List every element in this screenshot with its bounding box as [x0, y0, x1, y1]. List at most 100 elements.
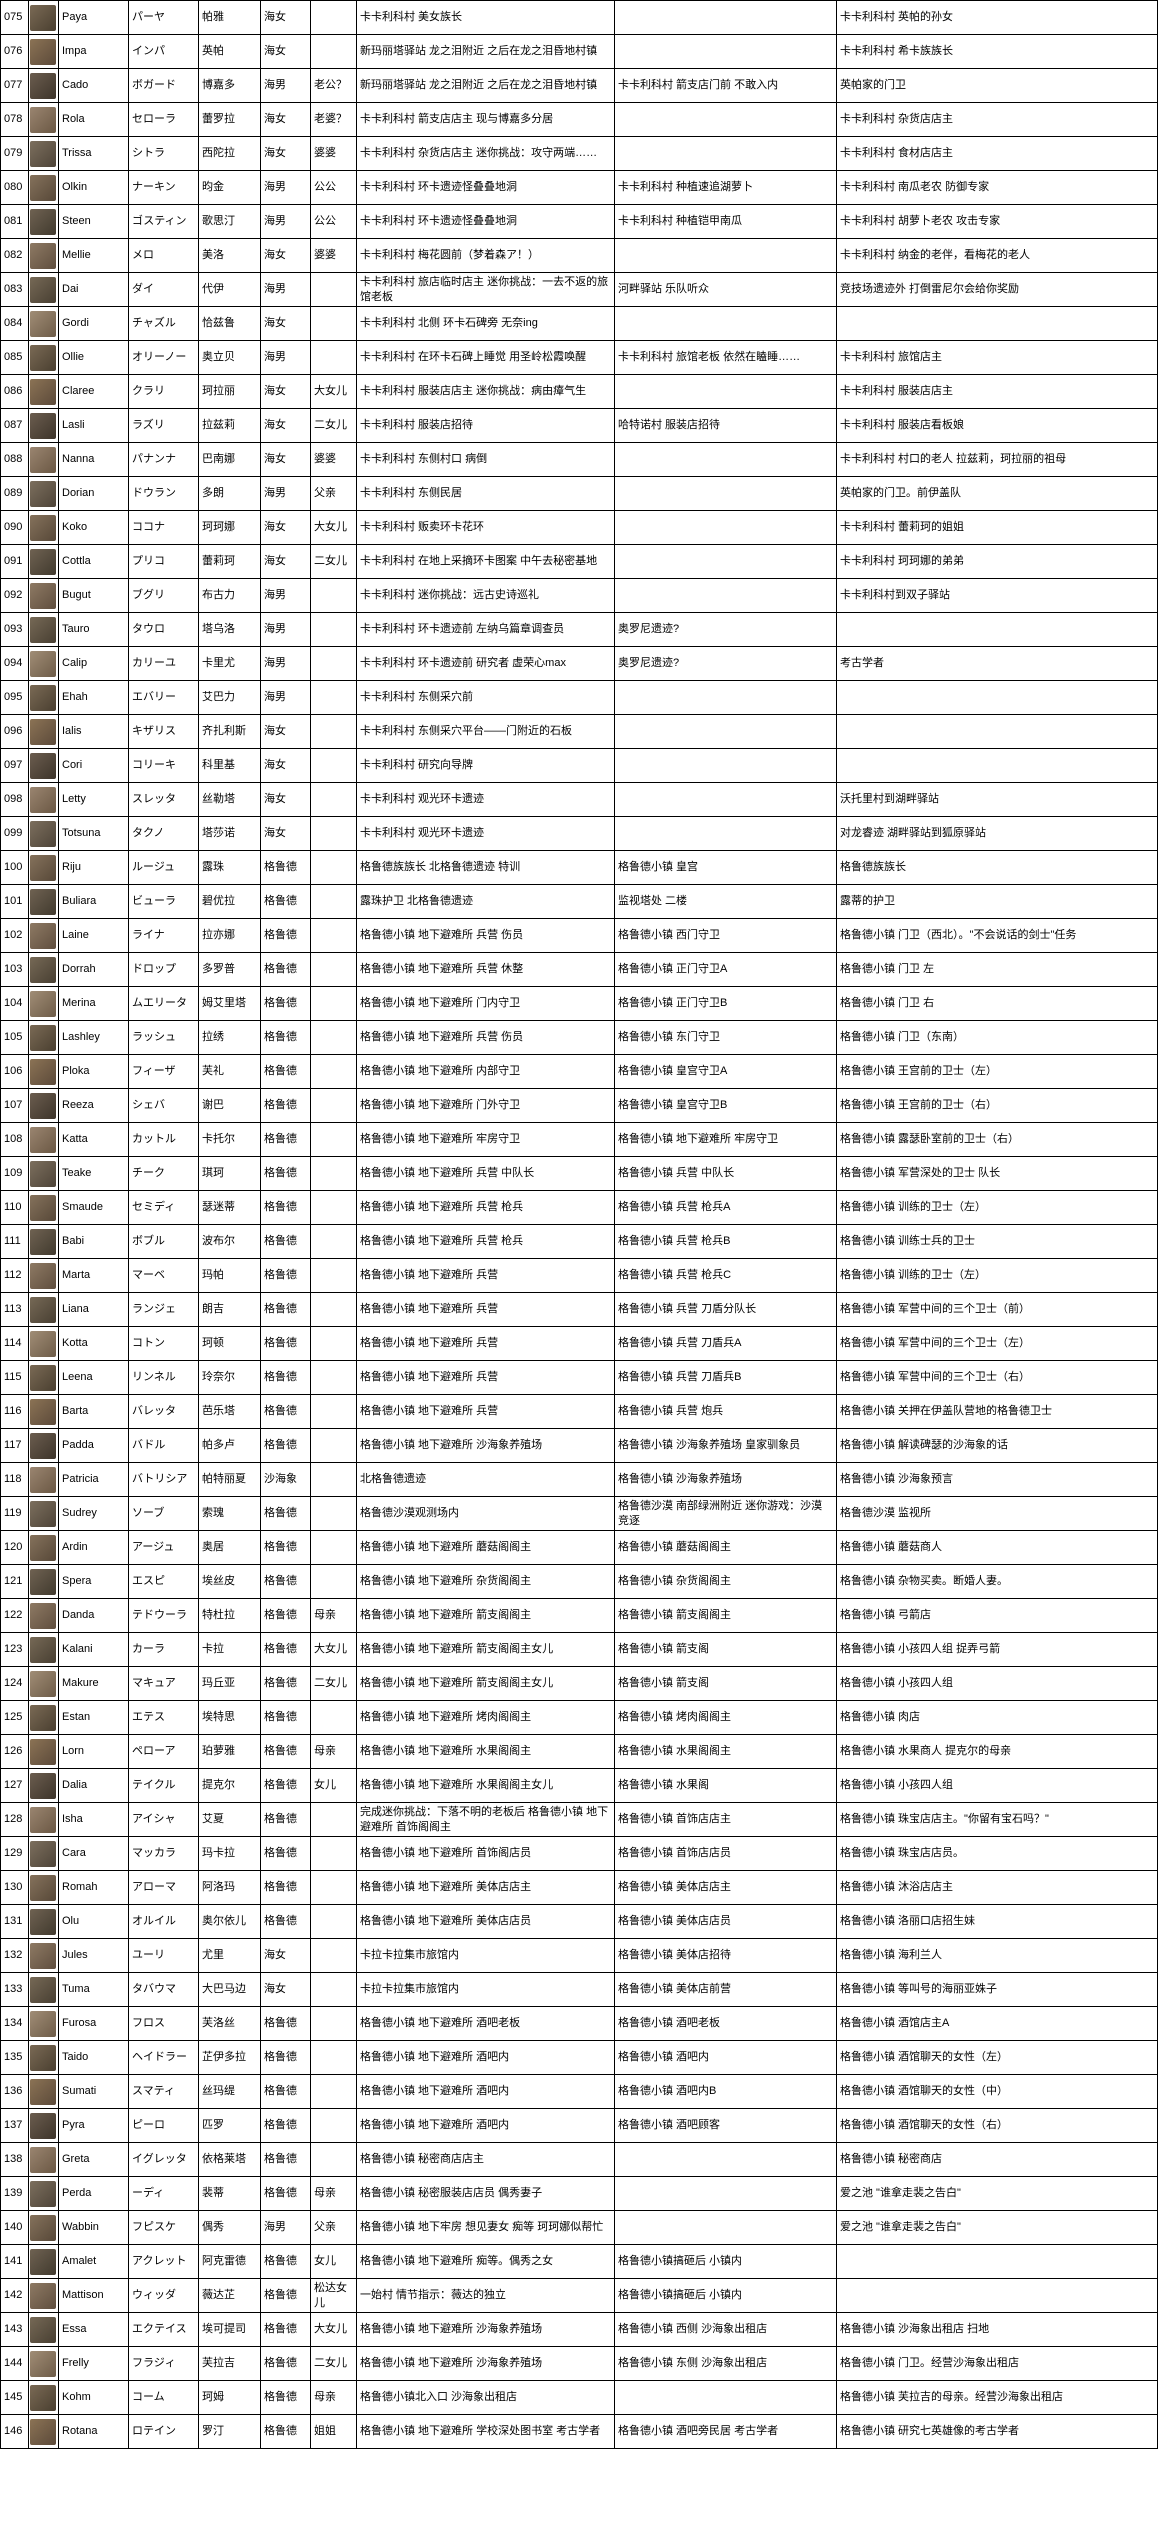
notes — [837, 681, 1158, 715]
notes — [837, 749, 1158, 783]
notes: 格鲁德小镇 王宫前的卫士（左） — [837, 1055, 1158, 1089]
table-row: 122 Danda テドウーラ 特杜拉 格鲁德 母亲 格鲁德小镇 地下避难所 箭… — [1, 1599, 1158, 1633]
avatar-icon — [30, 175, 56, 201]
avatar-icon — [30, 379, 56, 405]
avatar-cell — [29, 2245, 59, 2279]
name-chinese: 丝玛缇 — [199, 2075, 261, 2109]
table-row: 144 Frelly フラジィ 芙拉吉 格鲁德 二女儿 格鲁德小镇 地下避难所 … — [1, 2347, 1158, 2381]
avatar-cell — [29, 1055, 59, 1089]
name-english: Padda — [59, 1429, 129, 1463]
avatar-cell — [29, 1395, 59, 1429]
relation — [311, 1293, 357, 1327]
name-chinese: 阿克雷德 — [199, 2245, 261, 2279]
location-primary: 格鲁德小镇 秘密商店店主 — [357, 2143, 615, 2177]
notes: 卡卡利科村 纳金的老伴，看梅花的老人 — [837, 239, 1158, 273]
location-secondary: 格鲁德小镇 杂货阁阁主 — [615, 1565, 837, 1599]
name-chinese: 阿洛玛 — [199, 1871, 261, 1905]
row-number: 080 — [1, 171, 29, 205]
avatar-icon — [30, 957, 56, 983]
name-chinese: 奥尔依儿 — [199, 1905, 261, 1939]
row-number: 124 — [1, 1667, 29, 1701]
location-secondary: 河畔驿站 乐队听众 — [615, 273, 837, 307]
row-number: 123 — [1, 1633, 29, 1667]
notes: 爱之池 "谁拿走裴之告白" — [837, 2211, 1158, 2245]
avatar-icon — [30, 1637, 56, 1663]
row-number: 143 — [1, 2313, 29, 2347]
relation — [311, 1191, 357, 1225]
location-secondary: 格鲁德小镇搞砸后 小镇内 — [615, 2245, 837, 2279]
avatar-icon — [30, 991, 56, 1017]
location-primary: 卡卡利科村 迷你挑战：远古史诗巡礼 — [357, 579, 615, 613]
location-secondary: 格鲁德小镇 东门守卫 — [615, 1021, 837, 1055]
relation — [311, 2143, 357, 2177]
race: 格鲁德 — [261, 1531, 311, 1565]
table-row: 119 Sudrey ソーブ 索瑰 格鲁德 格鲁德沙漠观测场内 格鲁德沙漠 南部… — [1, 1497, 1158, 1531]
avatar-cell — [29, 1803, 59, 1837]
name-chinese: 科里基 — [199, 749, 261, 783]
avatar-icon — [30, 2249, 56, 2275]
avatar-icon — [30, 2385, 56, 2411]
avatar-icon — [30, 107, 56, 133]
name-japanese: クラリ — [129, 375, 199, 409]
relation — [311, 2075, 357, 2109]
race: 格鲁德 — [261, 1055, 311, 1089]
avatar-cell — [29, 477, 59, 511]
location-secondary — [615, 545, 837, 579]
location-secondary: 格鲁德小镇 美体店店主 — [615, 1871, 837, 1905]
race: 海男 — [261, 171, 311, 205]
notes: 格鲁德小镇 等叫号的海丽亚姝子 — [837, 1973, 1158, 2007]
row-number: 089 — [1, 477, 29, 511]
relation: 母亲 — [311, 2177, 357, 2211]
name-chinese: 昀金 — [199, 171, 261, 205]
table-row: 092 Bugut ブグリ 布古力 海男 卡卡利科村 迷你挑战：远古史诗巡礼 卡… — [1, 579, 1158, 613]
notes: 格鲁德小镇 杂物买卖。断婚人妻。 — [837, 1565, 1158, 1599]
table-row: 101 Buliara ビューラ 碧优拉 格鲁德 露珠护卫 北格鲁德遗迹 监视塔… — [1, 885, 1158, 919]
row-number: 083 — [1, 273, 29, 307]
relation: 姐姐 — [311, 2415, 357, 2449]
row-number: 103 — [1, 953, 29, 987]
avatar-icon — [30, 1943, 56, 1969]
relation — [311, 307, 357, 341]
notes — [837, 307, 1158, 341]
race: 格鲁德 — [261, 885, 311, 919]
location-primary: 格鲁德小镇 地下避难所 酒吧内 — [357, 2041, 615, 2075]
relation — [311, 1429, 357, 1463]
name-english: Sudrey — [59, 1497, 129, 1531]
notes: 卡卡利科村 蕾莉珂的姐姐 — [837, 511, 1158, 545]
row-number: 076 — [1, 35, 29, 69]
name-japanese: フロス — [129, 2007, 199, 2041]
relation: 女儿 — [311, 1769, 357, 1803]
avatar-cell — [29, 103, 59, 137]
row-number: 145 — [1, 2381, 29, 2415]
relation: 婆婆 — [311, 137, 357, 171]
notes: 格鲁德小镇 珠宝店店主。"你留有宝石吗？" — [837, 1803, 1158, 1837]
notes: 格鲁德小镇 解读碑瑟的沙海象的话 — [837, 1429, 1158, 1463]
row-number: 141 — [1, 2245, 29, 2279]
relation — [311, 1531, 357, 1565]
row-number: 142 — [1, 2279, 29, 2313]
row-number: 079 — [1, 137, 29, 171]
row-number: 111 — [1, 1225, 29, 1259]
row-number: 113 — [1, 1293, 29, 1327]
name-chinese: 塔莎诺 — [199, 817, 261, 851]
name-japanese: ランジェ — [129, 1293, 199, 1327]
table-row: 078 Rola セローラ 蕾罗拉 海女 老婆？ 卡卡利科村 箭支店店主 现与博… — [1, 103, 1158, 137]
location-primary: 格鲁德小镇 地下避难所 兵营 枪兵 — [357, 1225, 615, 1259]
avatar-icon — [30, 1365, 56, 1391]
name-chinese: 拉绣 — [199, 1021, 261, 1055]
avatar-icon — [30, 2351, 56, 2377]
notes: 卡卡利科村 食材店店主 — [837, 137, 1158, 171]
location-primary: 一始村 情节指示：薇达的独立 — [357, 2279, 615, 2313]
name-english: Kotta — [59, 1327, 129, 1361]
race: 格鲁德 — [261, 1021, 311, 1055]
name-japanese: ドロップ — [129, 953, 199, 987]
avatar-icon — [30, 1705, 56, 1731]
row-number: 112 — [1, 1259, 29, 1293]
name-chinese: 碧优拉 — [199, 885, 261, 919]
notes: 爱之池 "谁拿走裴之告白" — [837, 2177, 1158, 2211]
location-secondary: 格鲁德小镇 蘑菇阁阁主 — [615, 1531, 837, 1565]
avatar-icon — [30, 1603, 56, 1629]
location-secondary: 格鲁德小镇 美体店招待 — [615, 1939, 837, 1973]
name-japanese: メロ — [129, 239, 199, 273]
location-secondary: 格鲁德小镇 皇宫守卫A — [615, 1055, 837, 1089]
